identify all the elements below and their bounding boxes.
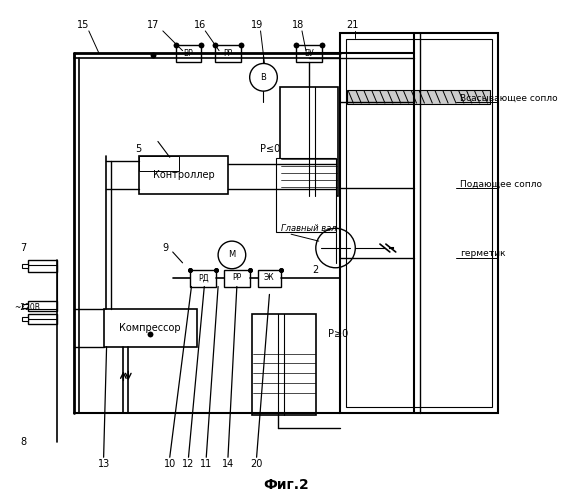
Bar [191,270,216,286]
Text: 8: 8 [20,438,27,448]
Text: Р≥0: Р≥0 [328,329,348,339]
Bar [252,314,316,415]
Bar [296,44,322,62]
Text: Контроллер: Контроллер [153,170,214,180]
Text: Всасывающее сопло: Всасывающее сопло [460,94,558,102]
Text: Главный вал: Главный вал [281,224,337,233]
Text: 20: 20 [250,459,263,469]
Text: 17: 17 [147,20,159,30]
Text: ~220В: ~220В [14,302,40,312]
Text: Подающее сопло: Подающее сопло [460,180,542,188]
Text: 9: 9 [163,243,169,253]
Bar [103,309,198,346]
Text: Компрессор: Компрессор [119,323,181,333]
Bar [224,270,250,286]
Text: Р≤0: Р≤0 [260,144,280,154]
Text: 13: 13 [98,459,110,469]
Text: РР: РР [232,273,242,282]
Text: 10: 10 [164,459,176,469]
Bar [277,158,336,232]
Bar [21,264,28,268]
Text: 11: 11 [200,459,213,469]
Text: 14: 14 [222,459,234,469]
Bar [21,317,28,321]
Text: 18: 18 [292,20,304,30]
Bar [139,156,178,171]
Text: 12: 12 [182,459,195,469]
Text: 16: 16 [194,20,206,30]
Text: 7: 7 [20,243,27,253]
Text: ВУ: ВУ [304,49,314,58]
Bar [28,302,58,311]
Bar [280,87,338,196]
Text: 21: 21 [346,20,358,30]
Text: ЭК: ЭК [264,273,275,282]
Bar [347,90,490,104]
Bar [257,270,281,286]
Text: М: М [228,250,235,260]
Bar [340,33,498,413]
Bar [346,39,493,407]
Text: 15: 15 [77,20,89,30]
Bar [28,260,58,272]
Text: 2: 2 [313,264,319,274]
Bar [139,156,228,194]
Text: ВР: ВР [184,49,193,58]
Bar [215,44,241,62]
Text: герметик: герметик [460,250,505,258]
Text: В: В [260,73,267,82]
Text: РД: РД [198,273,209,282]
Bar [28,314,58,324]
Bar [175,44,202,62]
Text: 19: 19 [250,20,263,30]
Bar [21,304,28,308]
Text: 5: 5 [135,144,141,154]
Text: РР: РР [223,49,232,58]
Text: Фиг.2: Фиг.2 [263,478,309,492]
